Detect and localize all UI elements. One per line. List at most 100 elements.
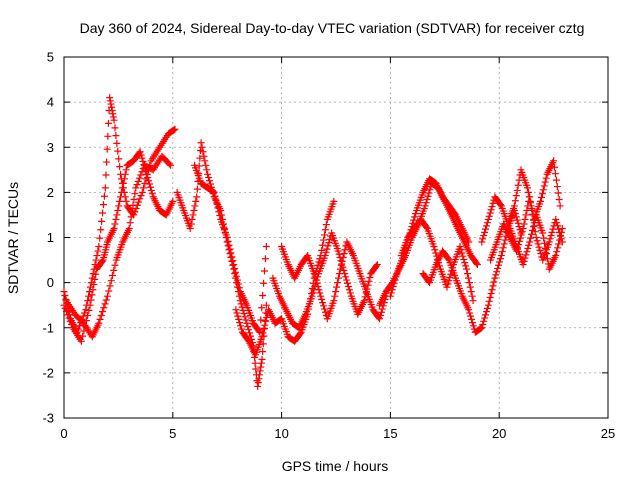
data-point-interpolated <box>464 274 472 282</box>
data-point <box>310 270 318 278</box>
data-point <box>469 297 477 305</box>
data-point-interpolated <box>211 192 219 200</box>
data-point-interpolated <box>551 170 559 178</box>
data-point-interpolated <box>485 297 493 305</box>
data-point <box>197 139 205 147</box>
data-point-interpolated <box>237 322 245 330</box>
data-point-interpolated <box>257 316 265 324</box>
data-point-interpolated <box>140 184 148 192</box>
data-point-interpolated <box>333 283 341 291</box>
data-point <box>125 224 133 232</box>
data-point-interpolated <box>141 179 149 187</box>
data-point-interpolated <box>112 132 120 140</box>
data-point-interpolated <box>116 163 124 171</box>
data-point <box>223 234 231 241</box>
data-point-interpolated <box>105 287 113 295</box>
data-point <box>473 261 481 269</box>
data-point <box>258 355 266 363</box>
data-point-interpolated <box>252 365 260 373</box>
data-point-interpolated <box>334 279 342 287</box>
data-points <box>60 94 566 390</box>
data-point-interpolated <box>188 215 196 223</box>
data-point-interpolated <box>446 273 454 281</box>
data-point-interpolated <box>145 180 153 188</box>
data-point-interpolated <box>529 223 537 231</box>
data-point-interpolated <box>201 157 209 165</box>
data-point-interpolated <box>325 239 333 247</box>
data-point-interpolated <box>486 293 494 301</box>
y-tick-label: 2 <box>47 185 54 200</box>
data-point-interpolated <box>66 317 74 325</box>
data-point-interpolated <box>331 292 339 300</box>
data-point-interpolated <box>334 274 342 282</box>
data-point-interpolated <box>488 203 496 211</box>
data-point-interpolated <box>445 277 453 285</box>
data-point <box>86 301 94 309</box>
data-point-interpolated <box>67 321 75 329</box>
data-point-interpolated <box>99 308 107 316</box>
data-point <box>254 382 262 390</box>
data-point-interpolated <box>315 286 323 294</box>
data-point-interpolated <box>90 281 98 289</box>
data-point <box>545 238 553 246</box>
data-point-interpolated <box>496 255 504 263</box>
x-tick-label: 5 <box>169 426 176 441</box>
data-point-interpolated <box>227 249 235 257</box>
data-point-interpolated <box>468 315 476 323</box>
data-point-interpolated <box>523 206 531 214</box>
data-point <box>60 288 68 296</box>
data-point-interpolated <box>129 201 137 209</box>
data-point-interpolated <box>107 100 115 108</box>
data-point-interpolated <box>337 261 345 269</box>
data-point-interpolated <box>477 324 485 332</box>
data-point-interpolated <box>89 286 97 294</box>
data-point-interpolated <box>126 219 134 227</box>
data-point-interpolated <box>523 248 531 256</box>
data-point-interpolated <box>258 304 266 312</box>
data-point-interpolated <box>376 312 384 320</box>
data-point-interpolated <box>496 258 504 266</box>
data-point-interpolated <box>528 226 536 234</box>
data-point-interpolated <box>99 201 107 209</box>
data-point-interpolated <box>209 188 217 196</box>
data-point-interpolated <box>237 325 245 333</box>
data-point-interpolated <box>109 110 117 118</box>
data-point <box>330 297 338 305</box>
data-point-interpolated <box>213 200 221 208</box>
data-point <box>376 315 384 323</box>
data-point-interpolated <box>122 166 130 174</box>
data-point-interpolated <box>108 107 116 115</box>
data-point-interpolated <box>97 312 105 320</box>
data-point-interpolated <box>165 160 173 168</box>
data-point-interpolated <box>110 266 118 274</box>
data-point-interpolated <box>92 270 100 278</box>
data-point-interpolated <box>244 322 252 330</box>
data-point-interpolated <box>346 289 354 297</box>
data-point-interpolated <box>339 253 347 261</box>
data-point-interpolated <box>557 228 565 236</box>
data-point-interpolated <box>319 299 327 307</box>
data-point <box>537 197 545 205</box>
data-point <box>169 197 177 205</box>
data-point-interpolated <box>553 248 561 256</box>
data-point-interpolated <box>104 119 112 127</box>
data-point-interpolated <box>335 270 343 278</box>
data-point <box>132 184 140 192</box>
data-point-interpolated <box>233 276 241 284</box>
data-point-interpolated <box>315 258 323 266</box>
data-point-interpolated <box>466 309 474 317</box>
data-point <box>526 238 534 246</box>
data-point <box>558 224 566 232</box>
data-point-interpolated <box>111 124 119 132</box>
data-point-interpolated <box>495 261 503 269</box>
data-point <box>321 252 329 260</box>
data-point-interpolated <box>132 204 140 212</box>
data-point-interpolated <box>522 251 530 259</box>
data-point-interpolated <box>229 257 237 265</box>
data-point-interpolated <box>554 222 562 230</box>
data-point-interpolated <box>215 208 223 216</box>
data-point-interpolated <box>104 132 112 140</box>
data-point-interpolated <box>257 363 265 371</box>
data-point <box>193 193 201 201</box>
data-point-interpolated <box>100 192 108 200</box>
